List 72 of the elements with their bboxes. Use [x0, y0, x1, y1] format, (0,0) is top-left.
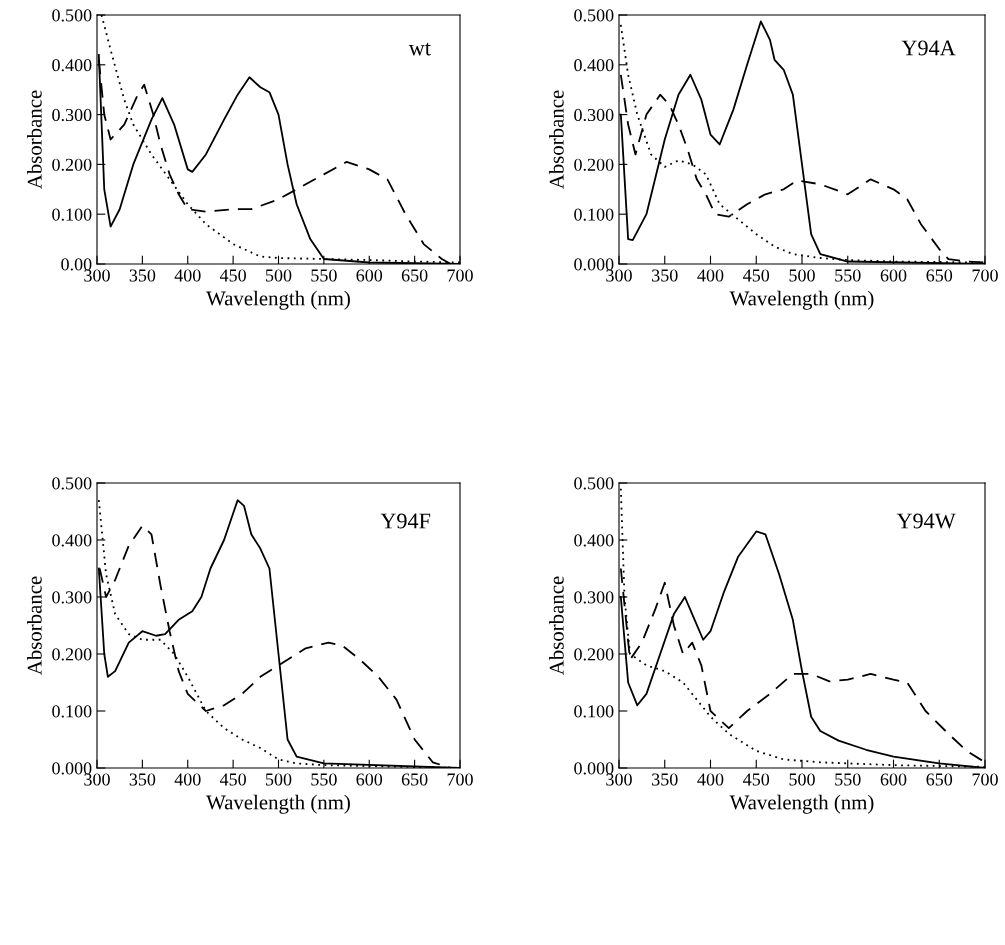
x-tick-label: 700	[447, 773, 473, 786]
text: Y94W	[896, 513, 956, 529]
x-tick-label: 700	[972, 773, 998, 786]
x-tick-label: 650	[926, 773, 953, 786]
y-tick-label: 0.400	[52, 534, 92, 547]
x-tick-label: 300	[606, 269, 632, 282]
y-tick-label: 0.500	[52, 477, 92, 490]
x-axis-title: Wavelength (nm)	[206, 290, 350, 310]
y-tick-label: 0.400	[574, 59, 614, 72]
x-tick-label: 400	[697, 773, 724, 786]
x-tick-label: 350	[129, 269, 156, 282]
text: Y94A	[901, 40, 956, 56]
x-tick-label: 650	[401, 773, 428, 786]
x-tick-label: 500	[266, 773, 292, 786]
y-axis-title: Absorbance	[27, 90, 42, 190]
x-tick-label: 300	[84, 773, 110, 786]
x-tick-label: 550	[311, 269, 337, 282]
x-tick-label: 700	[972, 269, 998, 282]
x-tick-label: 450	[219, 269, 246, 282]
x-tick-label: 600	[356, 269, 383, 282]
y-tick-label: 0.300	[574, 591, 614, 604]
y-tick-label: 0.000	[52, 762, 92, 775]
x-tick-label: 450	[743, 773, 770, 786]
y-tick-label: 0.100	[52, 208, 92, 221]
y-tick-label: 0.400	[574, 534, 614, 547]
y-tick-label: 0.200	[574, 158, 614, 171]
x-tick-label: 700	[447, 269, 473, 282]
y-tick-label: 0.500	[574, 477, 614, 490]
x-tick-label: 500	[266, 269, 292, 282]
text: Y94F	[380, 513, 431, 529]
y-axis-title: Absorbance	[549, 576, 564, 676]
x-tick-label: 450	[743, 269, 770, 282]
y-tick-label: 0.000	[574, 762, 614, 775]
x-tick-label: 350	[652, 269, 678, 282]
y-tick-label: 0.200	[52, 648, 92, 661]
x-axis-title: Wavelength (nm)	[729, 794, 874, 814]
y-tick-label: 0.100	[574, 705, 614, 718]
text: wt	[408, 42, 431, 56]
y-tick-label: 0.300	[52, 591, 92, 604]
x-tick-label: 600	[880, 269, 907, 282]
y-tick-label: 0.300	[574, 108, 614, 122]
y-tick-label: 0.200	[52, 158, 92, 171]
y-tick-label: 0.100	[52, 705, 92, 718]
x-tick-label: 500	[789, 269, 815, 282]
y-tick-label: 0.000	[574, 258, 614, 271]
x-tick-label: 650	[926, 269, 953, 282]
y-tick-label: 0.100	[574, 208, 614, 221]
x-tick-label: 350	[652, 773, 678, 786]
x-tick-label: 400	[174, 269, 201, 282]
x-axis-title: Wavelength (nm)	[206, 794, 350, 814]
y-tick-label: 0.400	[52, 59, 92, 72]
y-axis-title: Absorbance	[27, 576, 42, 676]
x-tick-label: 400	[174, 773, 201, 786]
x-tick-label: 300	[84, 269, 110, 282]
y-tick-label: 0.500	[52, 9, 92, 22]
y-axis-title: Absorbance	[549, 90, 564, 190]
x-tick-label: 550	[311, 773, 337, 786]
y-tick-label: 0.00	[61, 258, 92, 271]
x-tick-label: 300	[606, 773, 632, 786]
x-axis-title: Wavelength (nm)	[729, 290, 874, 310]
y-tick-label: 0.300	[52, 108, 92, 122]
x-tick-label: 550	[835, 269, 861, 282]
y-tick-label: 0.500	[574, 9, 614, 22]
x-tick-label: 450	[219, 773, 246, 786]
x-tick-label: 600	[356, 773, 383, 786]
y-tick-label: 0.200	[574, 648, 614, 661]
x-tick-label: 650	[401, 269, 428, 282]
x-tick-label: 500	[789, 773, 815, 786]
x-tick-label: 350	[129, 773, 156, 786]
x-tick-label: 400	[697, 269, 724, 282]
x-tick-label: 550	[835, 773, 861, 786]
x-tick-label: 600	[880, 773, 907, 786]
